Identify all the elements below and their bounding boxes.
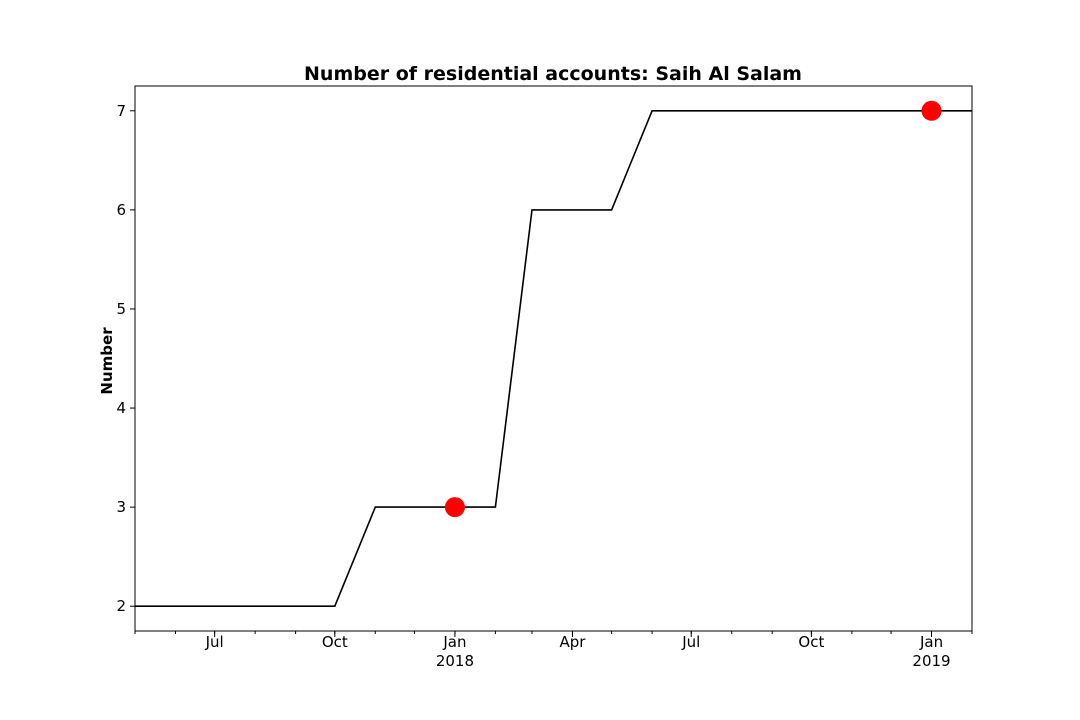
x-tick-label: Jul: [205, 633, 224, 651]
y-tick-label: 4: [116, 399, 126, 417]
highlight-marker: [921, 100, 942, 121]
x-tick-label: Jan: [442, 633, 466, 651]
y-tick-label: 5: [116, 300, 126, 318]
x-tick-year-label: 2018: [436, 652, 474, 670]
y-tick-label: 7: [116, 102, 126, 120]
chart-title: Number of residential accounts: Saih Al …: [304, 63, 802, 85]
x-tick-label: Jul: [681, 633, 700, 651]
x-tick-year-label: 2019: [912, 652, 950, 670]
y-tick-label: 3: [116, 498, 126, 516]
x-tick-label: Oct: [798, 633, 824, 651]
data-layer: [135, 100, 972, 608]
y-tick-label: 2: [116, 597, 126, 615]
x-tick-label: Apr: [559, 633, 586, 651]
series-line: [135, 110, 972, 608]
y-axis-label: Number: [98, 327, 116, 395]
x-tick-label: Oct: [322, 633, 348, 651]
plot-frame: [134, 85, 973, 632]
y-tick-label: 6: [116, 201, 126, 219]
highlight-marker: [444, 497, 465, 518]
x-tick-label: Jan: [919, 633, 943, 651]
